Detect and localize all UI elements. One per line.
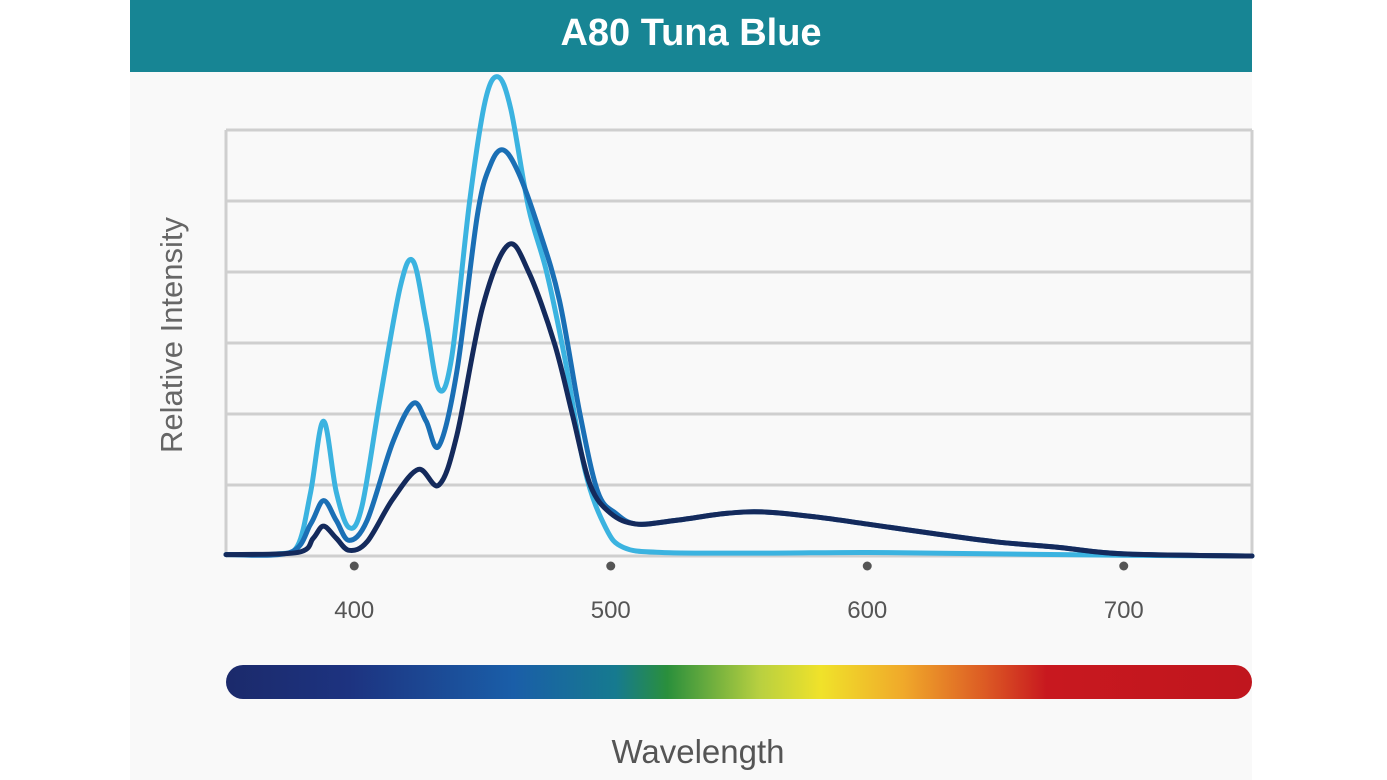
series-line-1 [223,74,1255,559]
spectrum-color-bar [226,665,1252,699]
x-tick-label: 600 [847,597,887,624]
x-tick-label: 500 [591,597,631,624]
x-tick-label: 700 [1104,597,1144,624]
x-tick-mark [1119,561,1129,571]
x-axis-label: Wavelength [611,733,785,770]
x-tick-label: 400 [334,597,374,624]
series-line-2 [223,147,1255,559]
x-tick-mark [606,561,616,571]
y-axis-label: Relative Intensity [154,216,189,454]
series-line-3 [223,241,1255,559]
chart-title: A80 Tuna Blue [130,0,1252,72]
x-tick-mark [862,561,872,571]
x-tick-mark [349,561,359,571]
